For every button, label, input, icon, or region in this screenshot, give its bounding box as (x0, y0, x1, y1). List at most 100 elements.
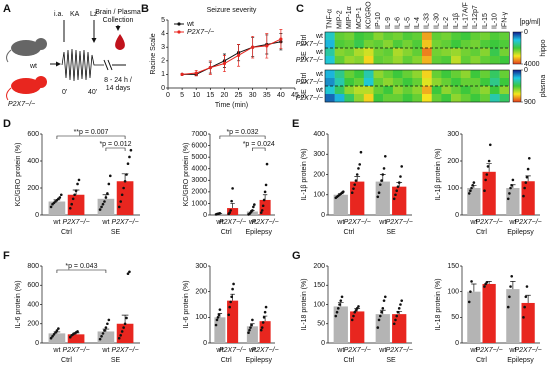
data-point (338, 303, 341, 306)
heatmap-cell (325, 48, 335, 57)
data-point (232, 282, 235, 286)
point (194, 71, 198, 75)
row-label: wt (315, 71, 323, 78)
annotation: *p = 0.032 (226, 129, 258, 136)
heatmap-cell (499, 86, 510, 95)
bar-label: P2X7−/− (251, 219, 278, 226)
x-tick-label: 30 (249, 92, 257, 99)
bar-label: wt (508, 347, 516, 354)
data-point (382, 167, 386, 170)
arrow (63, 20, 94, 42)
data-point (248, 328, 251, 332)
y-tick-label: 0 (321, 340, 325, 347)
heatmap-cell (499, 94, 510, 103)
data-point (216, 316, 220, 319)
heatmap-cell (402, 86, 413, 95)
panel-label: G (292, 250, 301, 262)
column-label: IL-9 (385, 17, 392, 29)
annotation: *p = 0.043 (65, 263, 97, 270)
heatmap-cell (363, 56, 374, 65)
y-tick-label: 400 (313, 131, 325, 138)
y-axis-label: Racine Scale (150, 33, 157, 74)
data-point (378, 183, 382, 186)
bracket (56, 135, 126, 139)
heatmap-cell (363, 48, 374, 57)
data-point (126, 162, 130, 165)
data-point (524, 181, 528, 184)
data-point (400, 299, 404, 302)
data-point (129, 148, 133, 152)
data-point (352, 314, 355, 318)
heatmap-cell (470, 70, 481, 79)
legend-label: P2X7−/− (187, 29, 214, 36)
category-label: Ctrl (476, 229, 487, 236)
data-point (101, 332, 105, 335)
heatmap-cell (392, 48, 403, 57)
heatmap-cell (334, 32, 345, 41)
data-point (128, 270, 131, 274)
data-point (228, 211, 232, 214)
mouse-tail (6, 87, 12, 101)
y-tick-label: 200 (27, 321, 39, 328)
data-point (123, 322, 127, 326)
heatmap-cell (451, 40, 461, 49)
drug-label: KA (70, 11, 80, 18)
category-label: Epilepsy (507, 229, 534, 236)
bar-label: P2X7−/− (62, 219, 89, 226)
heatmap-cell (383, 48, 394, 57)
group-label: SE (301, 51, 308, 61)
bar-label: wt (378, 219, 386, 226)
bar (259, 199, 271, 215)
heatmap-cell (489, 86, 500, 95)
heatmap-cell (460, 86, 471, 95)
point (279, 37, 283, 41)
y-tick-label: 4 (161, 30, 165, 37)
bar-label: wt (215, 347, 223, 354)
y-tick-label: 100 (447, 185, 459, 192)
heatmap-cell (402, 32, 413, 41)
heatmap-cell (334, 86, 345, 95)
data-point (399, 175, 402, 178)
heatmap-cell (334, 40, 345, 49)
data-point (125, 316, 128, 320)
heatmap-cell (412, 48, 423, 57)
data-point (231, 287, 234, 291)
data-point (251, 209, 254, 212)
heatmap-cell (344, 94, 355, 103)
data-point (100, 205, 103, 209)
bar-label: P2X7−/− (475, 347, 502, 354)
bar (506, 188, 520, 215)
data-point (358, 163, 362, 166)
bar (392, 186, 407, 215)
bar (506, 289, 520, 343)
data-point (98, 337, 102, 341)
heatmap-cell (480, 48, 491, 57)
data-point (381, 173, 385, 176)
heatmap-cell (480, 32, 491, 41)
mouse-wt (11, 40, 41, 56)
data-point (231, 187, 234, 190)
data-point (400, 165, 404, 168)
column-label: TNF-α (327, 9, 334, 29)
heatmap-cell (431, 70, 442, 79)
data-point (253, 203, 256, 206)
bracket (252, 147, 266, 151)
data-point (340, 295, 344, 299)
data-point (383, 154, 387, 158)
heatmap-cell (441, 78, 452, 87)
bar (246, 211, 258, 215)
column-label: IL-30 (433, 13, 440, 29)
row-label: P2X7−/− (296, 79, 323, 86)
mouse-head (35, 38, 47, 50)
heatmap-cell (460, 56, 471, 65)
data-point (377, 191, 381, 195)
data-point (128, 155, 131, 159)
heatmap-cell (460, 70, 471, 79)
bar (67, 194, 85, 215)
heatmap-cell (441, 40, 452, 49)
heatmap-cell (451, 94, 461, 103)
data-point (229, 209, 232, 212)
data-point (484, 178, 487, 182)
data-point (472, 181, 476, 184)
data-point (104, 196, 108, 199)
